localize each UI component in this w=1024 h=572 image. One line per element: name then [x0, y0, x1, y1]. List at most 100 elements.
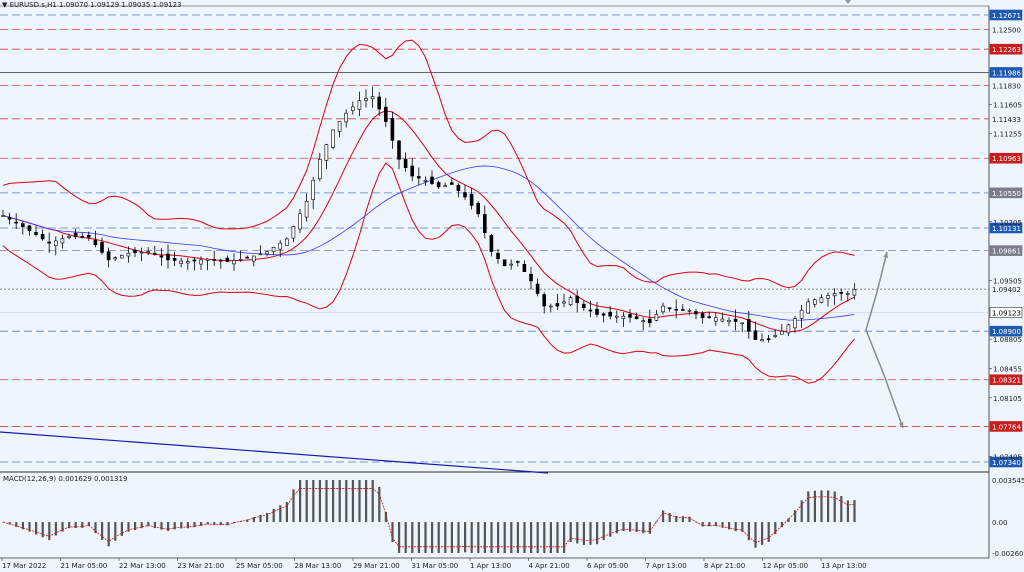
macd-histogram-bar: [365, 480, 368, 523]
candle-body: [469, 194, 474, 206]
macd-histogram-bar: [800, 500, 803, 523]
candle-body: [753, 330, 758, 340]
candle-body: [219, 259, 223, 262]
macd-histogram-bar: [431, 522, 434, 553]
trendline: [0, 431, 549, 474]
macd-histogram-bar: [787, 518, 790, 523]
candle-body: [766, 338, 771, 341]
macd-histogram-bar: [252, 517, 255, 523]
candle-body: [733, 318, 738, 322]
candle-body: [317, 159, 322, 180]
candle-body: [680, 309, 685, 311]
symbol-header: ▼ EURUSD.s,H1 1.09070 1.09129 1.09035 1.…: [2, 1, 182, 9]
candle-body: [581, 303, 586, 309]
candle-body: [350, 106, 355, 111]
macd-histogram-bar: [655, 521, 658, 523]
candle-body: [205, 258, 210, 261]
candle-body: [364, 98, 368, 101]
candle-body: [53, 240, 58, 246]
level-price-label: 1.09402: [992, 286, 1021, 294]
candle-body: [852, 288, 857, 296]
macd-histogram-bar: [576, 522, 579, 544]
candle-body: [443, 185, 448, 188]
level-price-box: [989, 374, 1023, 386]
macd-histogram-bar: [35, 522, 38, 535]
macd-histogram-bar: [827, 490, 830, 523]
candle-body: [403, 158, 408, 168]
macd-histogram-bar: [312, 480, 315, 523]
macd-histogram-bar: [424, 522, 427, 553]
candle-body: [324, 144, 329, 161]
macd-histogram-bar: [200, 522, 203, 526]
level-price-box: [989, 9, 1023, 21]
ohlc-values: 1.09070 1.09129 1.09035 1.09123: [59, 1, 182, 9]
macd-histogram-bar: [569, 522, 572, 542]
macd-histogram-bar: [747, 522, 750, 541]
candle-body: [819, 297, 824, 303]
macd-histogram-bar: [127, 522, 130, 532]
macd-histogram-bar: [582, 522, 585, 545]
candle-body: [634, 316, 639, 319]
candle-body: [661, 305, 665, 313]
macd-histogram-bar: [114, 522, 117, 541]
macd-histogram-bar: [61, 522, 64, 532]
macd-histogram-bar: [536, 522, 539, 553]
macd-tick-label: 0.00: [992, 519, 1008, 527]
macd-histogram-bar: [761, 522, 764, 545]
macd-histogram-bar: [681, 516, 684, 523]
collapse-icon[interactable]: ▼: [2, 1, 8, 9]
moving-average: [2, 165, 855, 321]
level-price-label: 1.10131: [992, 225, 1021, 233]
macd-histogram-bar: [68, 522, 71, 529]
time-tick-label: 8 Apr 21:00: [704, 562, 745, 570]
chart-shift-icon[interactable]: [845, 0, 851, 4]
candle-body: [667, 307, 672, 310]
candle-body: [456, 184, 461, 192]
candle-body: [311, 179, 316, 200]
candle-body: [793, 318, 797, 329]
macd-histogram-bar: [734, 522, 737, 532]
macd-histogram-bar: [774, 522, 777, 535]
macd-histogram-bar: [642, 522, 645, 534]
time-tick-label: 1 Apr 13:00: [470, 562, 511, 570]
macd-histogram-bar: [21, 522, 24, 530]
time-tick-label: 29 Mar 21:00: [353, 562, 400, 570]
level-price-box: [989, 456, 1023, 468]
macd-histogram-bar: [219, 522, 222, 526]
macd-histogram-bar: [523, 522, 526, 553]
candle-body: [67, 236, 71, 238]
candle-body: [252, 255, 256, 262]
candle-body: [463, 192, 467, 198]
level-price-box: [989, 43, 1023, 55]
candle-body: [27, 225, 32, 231]
candle-body: [562, 301, 566, 304]
candle-body: [773, 335, 778, 337]
macd-histogram-bar: [54, 522, 57, 536]
macd-histogram-bar: [503, 522, 506, 553]
macd-histogram-bar: [464, 522, 467, 553]
candle-body: [654, 314, 659, 321]
candle-body: [410, 165, 415, 177]
macd-histogram-bar: [28, 522, 31, 532]
macd-histogram-bar: [701, 522, 704, 527]
macd-histogram-bar: [807, 491, 810, 523]
candle-body: [271, 247, 276, 252]
macd-tick-label: 0.003545: [992, 477, 1024, 485]
candle-body: [265, 251, 269, 255]
candle-body: [509, 263, 514, 266]
candle-body: [1, 215, 5, 217]
macd-histogram-bar: [186, 522, 189, 529]
macd-histogram-bar: [543, 522, 546, 553]
candle-body: [601, 313, 606, 316]
candle-body: [779, 330, 784, 335]
candle-body: [212, 259, 216, 261]
price-tick-label: 1.08805: [993, 336, 1022, 344]
bollinger-lower: [2, 162, 855, 384]
macd-histogram-bar: [279, 505, 282, 523]
candle-body: [192, 259, 197, 262]
level-price-box: [989, 307, 1023, 318]
candle-body: [179, 260, 183, 264]
macd-histogram-bar: [101, 522, 104, 540]
